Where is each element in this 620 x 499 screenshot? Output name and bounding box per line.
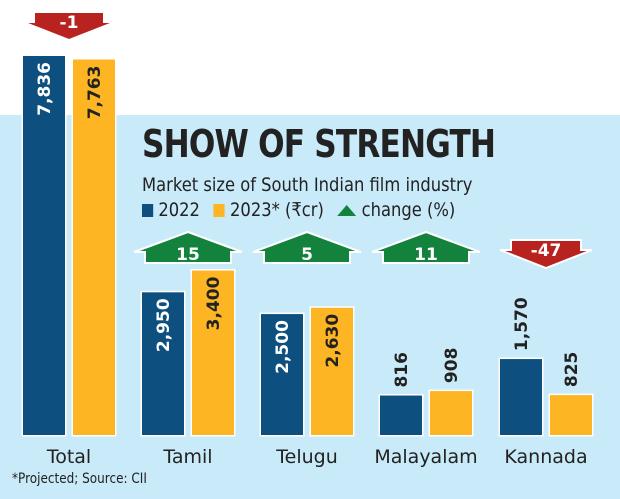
change-label-malayalam: 11 bbox=[414, 245, 438, 265]
up-arrow-icon-telugu bbox=[252, 230, 362, 264]
value-label: 825 bbox=[562, 352, 582, 388]
change-label-kannada: -47 bbox=[531, 241, 562, 261]
category-label-kannada: Kannada bbox=[504, 446, 587, 468]
value-label: 3,400 bbox=[204, 276, 224, 330]
legend-label-2023: 2023* (₹cr) bbox=[230, 199, 324, 221]
category-label-tamil: Tamil bbox=[162, 446, 212, 468]
category-label-malayalam: Malayalam bbox=[374, 446, 477, 468]
up-arrow-icon bbox=[337, 204, 357, 216]
change-label-telugu: 5 bbox=[301, 245, 313, 265]
value-label: 2,630 bbox=[323, 314, 343, 368]
change-label-tamil: 15 bbox=[176, 245, 200, 265]
legend-item-2022: 2022 bbox=[142, 199, 200, 221]
legend-swatch-2023 bbox=[213, 203, 225, 217]
up-arrow-icon-tamil bbox=[133, 230, 243, 264]
value-label: 7,763 bbox=[85, 66, 105, 120]
bar-2022-total bbox=[23, 56, 65, 435]
chart-title: SHOW OF STRENGTH bbox=[142, 122, 496, 166]
value-label: 7,836 bbox=[35, 62, 55, 116]
value-label: 2,950 bbox=[154, 298, 174, 352]
bar-2023-kannada bbox=[550, 395, 592, 435]
change-label-total: -1 bbox=[60, 13, 79, 33]
legend-label-change: change (%) bbox=[361, 199, 456, 221]
bar-2022-telugu bbox=[261, 314, 303, 435]
value-label: 2,500 bbox=[273, 320, 293, 374]
down-arrow-icon-total bbox=[22, 11, 116, 42]
category-label-total: Total bbox=[46, 446, 91, 468]
category-label-telugu: Telugu bbox=[275, 446, 338, 468]
legend: 2022 2023* (₹cr) change (%) bbox=[142, 199, 469, 221]
legend-item-change: change (%) bbox=[337, 199, 456, 221]
bar-2023-malayalam bbox=[430, 391, 472, 435]
bar-2023-telugu bbox=[311, 307, 353, 435]
chart-subtitle: Market size of South Indian film industr… bbox=[142, 174, 473, 196]
value-label: 816 bbox=[392, 352, 412, 388]
bar-2022-malayalam bbox=[380, 395, 422, 435]
legend-label-2022: 2022 bbox=[158, 199, 200, 221]
legend-swatch-2022 bbox=[142, 203, 154, 217]
down-arrow-icon-kannada bbox=[499, 239, 593, 270]
bar-2023-total bbox=[73, 59, 115, 435]
up-arrow-icon-malayalam bbox=[371, 230, 481, 264]
bar-2022-kannada bbox=[500, 359, 542, 435]
footnote: *Projected; Source: CII bbox=[12, 471, 147, 487]
bar-2023-tamil bbox=[192, 270, 234, 435]
value-label: 908 bbox=[442, 348, 462, 384]
bar-2022-tamil bbox=[142, 292, 184, 435]
legend-item-2023: 2023* (₹cr) bbox=[213, 199, 324, 221]
value-label: 1,570 bbox=[512, 297, 532, 351]
